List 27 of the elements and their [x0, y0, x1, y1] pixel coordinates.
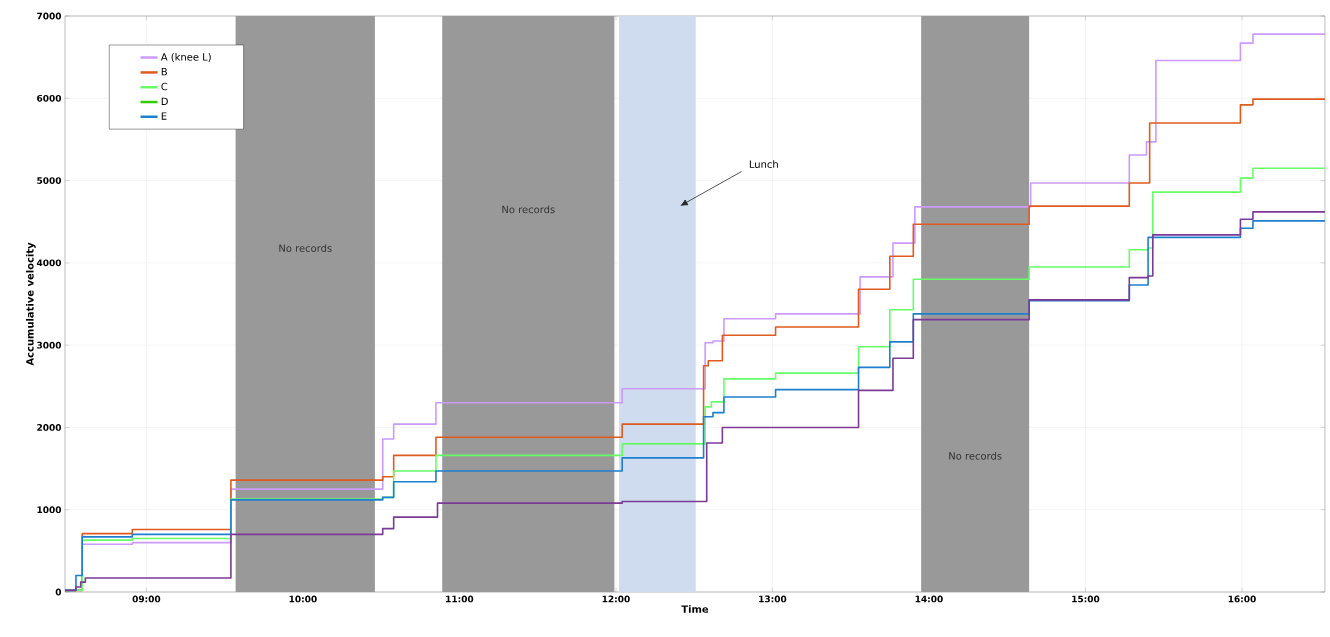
x-axis-title: Time: [681, 605, 709, 613]
band-label: No records: [949, 451, 1002, 460]
legend-label: C: [161, 82, 168, 91]
x-tick-label: 09:00: [132, 595, 161, 603]
annotation: Lunch: [749, 160, 778, 168]
y-tick-label: 7000: [37, 12, 62, 20]
x-tick-label: 10:00: [289, 595, 317, 603]
y-tick-label: 1000: [37, 506, 62, 514]
y-tick-label: 2000: [37, 424, 62, 431]
y-tick-label: 5000: [37, 177, 62, 184]
legend-label: B: [161, 68, 167, 76]
x-tick-label: 13:00: [759, 595, 787, 603]
legend-label: A (knee L): [160, 52, 211, 62]
x-tick-label: 15:00: [1072, 595, 1100, 603]
x-tick-label: 11:00: [446, 595, 474, 603]
x-tick-label: 14:00: [915, 595, 943, 603]
x-tick-label: 16:00: [1228, 595, 1256, 603]
x-tick-label: 12:00: [602, 595, 630, 603]
y-tick-label: 6000: [37, 94, 62, 102]
y-tick-label: 0: [55, 588, 62, 596]
band-label: No records: [279, 244, 332, 252]
legend-label: E: [161, 112, 167, 120]
legend-label: D: [161, 97, 168, 105]
y-tick-label: 3000: [37, 341, 62, 349]
y-tick-label: 4000: [36, 259, 62, 267]
y-axis-title: Accumulative velocity: [25, 242, 36, 366]
band-label: No records: [502, 205, 555, 214]
